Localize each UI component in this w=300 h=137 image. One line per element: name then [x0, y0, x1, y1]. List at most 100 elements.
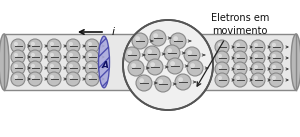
Text: A: A — [101, 61, 109, 69]
Circle shape — [11, 50, 25, 64]
Circle shape — [66, 39, 80, 53]
Circle shape — [28, 72, 42, 86]
Circle shape — [254, 54, 258, 58]
Circle shape — [47, 39, 61, 53]
Circle shape — [187, 60, 203, 76]
Circle shape — [175, 74, 191, 90]
Circle shape — [69, 75, 73, 79]
Circle shape — [136, 75, 152, 91]
Circle shape — [236, 65, 240, 69]
Circle shape — [28, 61, 42, 75]
Circle shape — [14, 75, 18, 79]
Circle shape — [254, 65, 258, 69]
Circle shape — [254, 76, 258, 80]
Circle shape — [11, 72, 25, 86]
Circle shape — [128, 60, 144, 76]
Circle shape — [153, 33, 158, 38]
Circle shape — [184, 47, 200, 63]
Text: i: i — [112, 27, 115, 37]
Text: Eletrons em
movimento: Eletrons em movimento — [211, 13, 269, 36]
Bar — [4, 34, 296, 90]
Circle shape — [131, 63, 136, 68]
Circle shape — [14, 53, 18, 57]
Circle shape — [269, 40, 283, 54]
Ellipse shape — [291, 34, 300, 90]
Circle shape — [170, 33, 186, 49]
Circle shape — [251, 62, 265, 76]
Ellipse shape — [98, 36, 110, 88]
Circle shape — [215, 40, 229, 54]
Circle shape — [85, 39, 99, 53]
Circle shape — [85, 50, 99, 64]
Circle shape — [31, 75, 35, 79]
Circle shape — [50, 42, 54, 46]
Circle shape — [135, 36, 140, 41]
Circle shape — [251, 51, 265, 65]
Circle shape — [127, 50, 132, 55]
Circle shape — [218, 76, 222, 80]
Circle shape — [69, 53, 73, 57]
Ellipse shape — [0, 34, 9, 90]
Circle shape — [254, 43, 258, 47]
Circle shape — [236, 43, 240, 47]
Circle shape — [251, 73, 265, 87]
Circle shape — [233, 40, 247, 54]
Circle shape — [123, 20, 213, 110]
Circle shape — [218, 43, 222, 47]
Circle shape — [28, 50, 42, 64]
Circle shape — [88, 75, 92, 79]
Circle shape — [69, 64, 73, 68]
Circle shape — [269, 73, 283, 87]
Circle shape — [150, 62, 155, 67]
Circle shape — [85, 61, 99, 75]
Circle shape — [50, 64, 54, 68]
Circle shape — [69, 42, 73, 46]
Circle shape — [11, 61, 25, 75]
Circle shape — [14, 64, 18, 68]
Circle shape — [85, 72, 99, 86]
Circle shape — [215, 73, 229, 87]
Circle shape — [88, 53, 92, 57]
Circle shape — [144, 46, 160, 62]
Circle shape — [47, 72, 61, 86]
Circle shape — [31, 42, 35, 46]
Circle shape — [31, 64, 35, 68]
Circle shape — [164, 45, 180, 61]
Circle shape — [50, 75, 54, 79]
Circle shape — [66, 50, 80, 64]
Circle shape — [269, 62, 283, 76]
Circle shape — [147, 59, 163, 75]
Circle shape — [190, 63, 195, 68]
Circle shape — [47, 50, 61, 64]
Circle shape — [31, 53, 35, 57]
Circle shape — [272, 54, 276, 58]
Circle shape — [88, 64, 92, 68]
Circle shape — [215, 62, 229, 76]
Circle shape — [167, 58, 183, 74]
Circle shape — [155, 76, 171, 92]
Circle shape — [14, 42, 18, 46]
Circle shape — [272, 76, 276, 80]
Circle shape — [132, 33, 148, 49]
Circle shape — [233, 62, 247, 76]
Circle shape — [47, 61, 61, 75]
Circle shape — [28, 39, 42, 53]
Circle shape — [139, 78, 144, 83]
Circle shape — [167, 48, 172, 53]
Circle shape — [187, 50, 192, 55]
Circle shape — [233, 73, 247, 87]
Circle shape — [269, 51, 283, 65]
Circle shape — [158, 79, 163, 84]
Circle shape — [88, 42, 92, 46]
Circle shape — [236, 76, 240, 80]
Circle shape — [66, 72, 80, 86]
Circle shape — [218, 54, 222, 58]
Circle shape — [147, 49, 152, 54]
Circle shape — [150, 30, 166, 46]
Circle shape — [251, 40, 265, 54]
Circle shape — [11, 39, 25, 53]
Circle shape — [178, 77, 183, 82]
Circle shape — [272, 43, 276, 47]
Circle shape — [124, 47, 140, 63]
Circle shape — [170, 61, 175, 66]
